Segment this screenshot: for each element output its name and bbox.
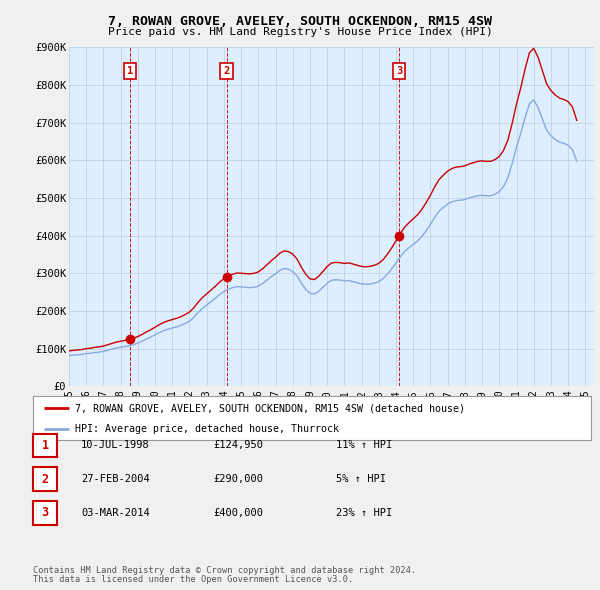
Text: 3: 3: [41, 506, 49, 519]
Text: This data is licensed under the Open Government Licence v3.0.: This data is licensed under the Open Gov…: [33, 575, 353, 584]
Text: 03-MAR-2014: 03-MAR-2014: [81, 508, 150, 517]
Text: 23% ↑ HPI: 23% ↑ HPI: [336, 508, 392, 517]
Text: 5% ↑ HPI: 5% ↑ HPI: [336, 474, 386, 484]
Text: £400,000: £400,000: [213, 508, 263, 517]
Text: HPI: Average price, detached house, Thurrock: HPI: Average price, detached house, Thur…: [75, 424, 339, 434]
Text: 11% ↑ HPI: 11% ↑ HPI: [336, 441, 392, 450]
Text: £290,000: £290,000: [213, 474, 263, 484]
Text: Contains HM Land Registry data © Crown copyright and database right 2024.: Contains HM Land Registry data © Crown c…: [33, 566, 416, 575]
Text: 2: 2: [41, 473, 49, 486]
Text: Price paid vs. HM Land Registry's House Price Index (HPI): Price paid vs. HM Land Registry's House …: [107, 27, 493, 37]
Text: 1: 1: [127, 66, 133, 76]
Text: 2: 2: [224, 66, 230, 76]
Text: 7, ROWAN GROVE, AVELEY, SOUTH OCKENDON, RM15 4SW (detached house): 7, ROWAN GROVE, AVELEY, SOUTH OCKENDON, …: [75, 403, 465, 413]
Text: 3: 3: [396, 66, 402, 76]
Text: 7, ROWAN GROVE, AVELEY, SOUTH OCKENDON, RM15 4SW: 7, ROWAN GROVE, AVELEY, SOUTH OCKENDON, …: [108, 15, 492, 28]
Text: 10-JUL-1998: 10-JUL-1998: [81, 441, 150, 450]
Text: 27-FEB-2004: 27-FEB-2004: [81, 474, 150, 484]
Text: £124,950: £124,950: [213, 441, 263, 450]
Text: 1: 1: [41, 439, 49, 452]
